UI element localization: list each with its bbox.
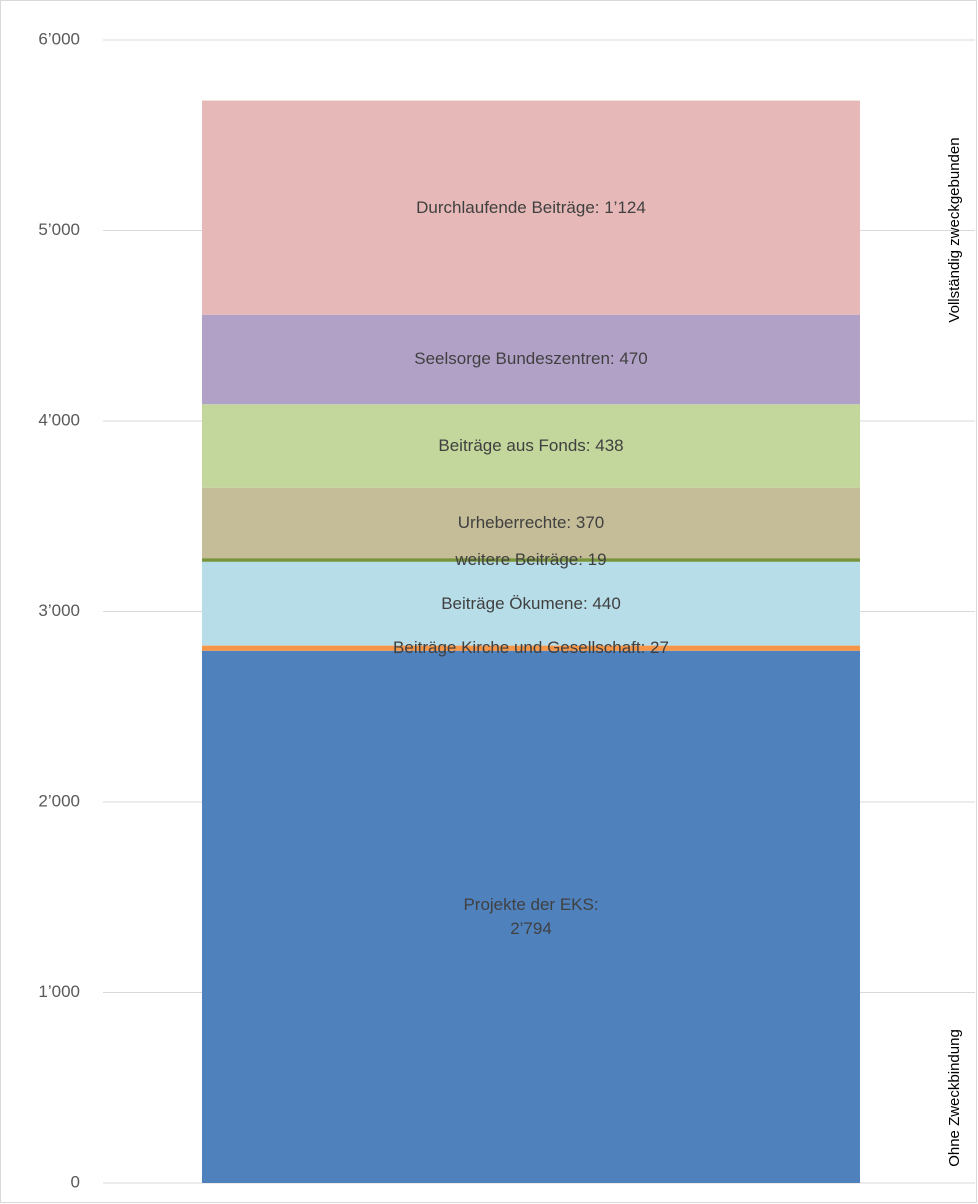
- bar-segment: [202, 558, 860, 562]
- y-tick-label: 6’000: [38, 29, 80, 48]
- y-tick-label: 1’000: [38, 982, 80, 1001]
- data-label: Seelsorge Bundeszentren: 470: [414, 349, 648, 369]
- data-label: Durchlaufende Beiträge: 1’124: [416, 197, 646, 217]
- bar-segment: [202, 314, 860, 405]
- bar-segment: [202, 561, 860, 646]
- bar-segment: [202, 100, 860, 315]
- data-label: Beiträge Kirche und Gesellschaft: 27: [393, 638, 669, 658]
- bar-segment: [202, 404, 860, 488]
- bar-segment: [202, 650, 860, 1183]
- y-tick-label: 0: [71, 1172, 80, 1191]
- data-label: weitere Beiträge: 19: [455, 549, 607, 569]
- bar-segment: [202, 645, 860, 651]
- y-tick-label: 4’000: [38, 410, 80, 429]
- side-annotation: Vollständig zweckgebunden: [946, 137, 963, 322]
- side-annotation: Ohne Zweckbindung: [946, 1029, 963, 1167]
- data-label: Beiträge Ökumene: 440: [441, 593, 621, 613]
- data-label: Projekte der EKS: 2’794: [463, 894, 599, 938]
- y-tick-label: 3’000: [38, 601, 80, 620]
- bar-segment: [202, 487, 860, 559]
- y-tick-label: 5’000: [38, 220, 80, 239]
- data-label: Urheberrechte: 370: [457, 512, 605, 532]
- y-tick-label: 2’000: [38, 791, 80, 810]
- data-label: Beiträge aus Fonds: 438: [438, 435, 624, 455]
